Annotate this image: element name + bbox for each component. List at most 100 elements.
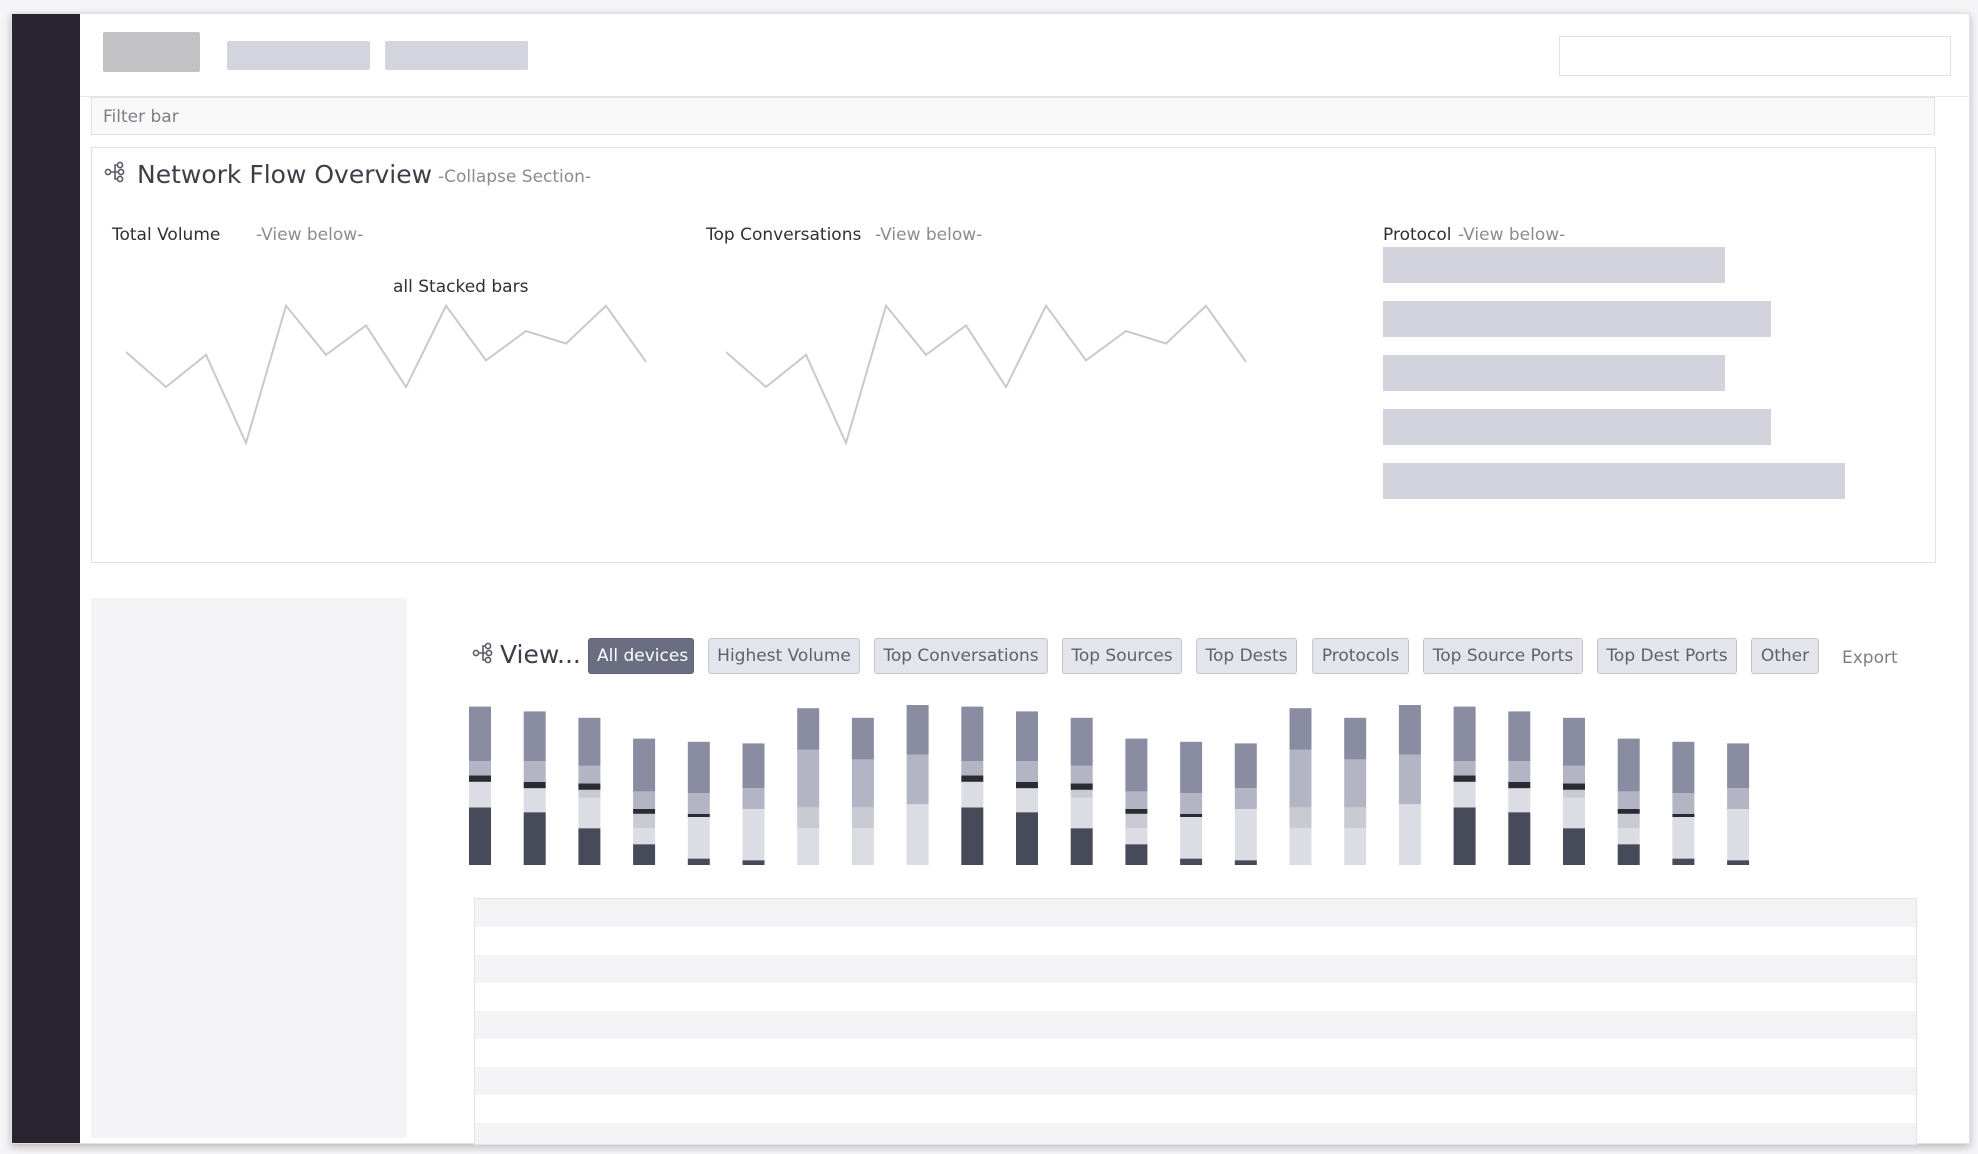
- stacked-bar-segment[interactable]: [469, 781, 491, 808]
- view-below-link[interactable]: -View below-: [256, 225, 364, 245]
- stacked-bar-segment[interactable]: [1180, 817, 1203, 859]
- stacked-bar-segment[interactable]: [1617, 844, 1640, 865]
- stacked-bar-segment[interactable]: [1453, 775, 1476, 782]
- stacked-bar-segment[interactable]: [961, 807, 984, 865]
- stacked-bar-segment[interactable]: [1344, 759, 1367, 808]
- stacked-bar-segment[interactable]: [1727, 860, 1750, 865]
- stacked-bar-segment[interactable]: [742, 860, 765, 865]
- stacked-bar-segment[interactable]: [1070, 789, 1093, 798]
- stacked-bar-segment[interactable]: [1508, 781, 1531, 789]
- stacked-bar-segment[interactable]: [523, 761, 546, 782]
- stacked-bar-segment[interactable]: [1563, 765, 1585, 784]
- stacked-bar-segment[interactable]: [1672, 793, 1695, 814]
- stacked-bar-segment[interactable]: [1070, 797, 1093, 829]
- stacked-bar-segment[interactable]: [1672, 817, 1695, 859]
- stacked-bar-segment[interactable]: [633, 813, 656, 829]
- view-below-link[interactable]: -View below-: [875, 225, 983, 245]
- tab-all-devices[interactable]: All devices: [588, 638, 694, 674]
- stacked-bar-segment[interactable]: [1125, 809, 1148, 814]
- stacked-bar-segment[interactable]: [851, 828, 874, 865]
- collapse-section-link[interactable]: -Collapse Section-: [438, 167, 592, 187]
- stacked-bar-segment[interactable]: [1398, 705, 1421, 755]
- stacked-bar-segment[interactable]: [1563, 797, 1585, 829]
- stacked-bar-segment[interactable]: [1727, 788, 1750, 809]
- stacked-bar-segment[interactable]: [1453, 781, 1476, 808]
- stacked-bar-segment[interactable]: [1617, 828, 1640, 845]
- stacked-bar-segment[interactable]: [1070, 717, 1093, 766]
- stacked-bar-segment[interactable]: [1508, 761, 1531, 782]
- stacked-bar-segment[interactable]: [1125, 828, 1148, 845]
- stacked-bar-segment[interactable]: [1617, 809, 1640, 814]
- stacked-bar-segment[interactable]: [742, 788, 765, 809]
- stacked-bar-segment[interactable]: [1180, 858, 1203, 865]
- stacked-bar-segment[interactable]: [523, 812, 546, 865]
- stacked-bar-segment[interactable]: [523, 788, 546, 813]
- stacked-bar-segment[interactable]: [1672, 741, 1695, 793]
- stacked-bar-segment[interactable]: [469, 775, 491, 782]
- stacked-bar-segment[interactable]: [1617, 813, 1640, 829]
- stacked-bar-segment[interactable]: [1508, 711, 1531, 761]
- stacked-bar-segment[interactable]: [1180, 793, 1203, 814]
- stacked-bar-segment[interactable]: [906, 705, 929, 755]
- stacked-bar-segment[interactable]: [469, 807, 491, 865]
- stacked-bar-segment[interactable]: [687, 813, 710, 817]
- stacked-bar-segment[interactable]: [1563, 789, 1585, 798]
- table-row[interactable]: [475, 1095, 1916, 1123]
- stacked-bar-segment[interactable]: [961, 775, 984, 782]
- stacked-bar-segment[interactable]: [469, 706, 491, 761]
- stacked-bar-segment[interactable]: [1125, 791, 1148, 809]
- tab-highest-volume[interactable]: Highest Volume: [708, 638, 860, 674]
- stacked-bar-segment[interactable]: [1289, 807, 1312, 829]
- stacked-bar-segment[interactable]: [961, 761, 984, 776]
- stacked-bar-segment[interactable]: [1508, 788, 1531, 813]
- export-link[interactable]: Export: [1842, 648, 1898, 668]
- stacked-bar-segment[interactable]: [1016, 781, 1038, 789]
- stacked-bar-segment[interactable]: [687, 817, 710, 859]
- nav-item-placeholder[interactable]: [385, 41, 528, 70]
- stacked-bar-segment[interactable]: [633, 844, 656, 865]
- filter-bar[interactable]: Filter bar: [91, 97, 1935, 135]
- tab-top-dest-ports[interactable]: Top Dest Ports: [1597, 638, 1737, 674]
- stacked-bar-segment[interactable]: [1234, 860, 1257, 865]
- stacked-bar-segment[interactable]: [1727, 743, 1750, 789]
- stacked-bar-segment[interactable]: [1672, 858, 1695, 865]
- stacked-bar-segment[interactable]: [469, 761, 491, 776]
- stacked-bar-segment[interactable]: [1563, 783, 1585, 790]
- stacked-bar-segment[interactable]: [523, 781, 546, 789]
- tab-top-source-ports[interactable]: Top Source Ports: [1423, 638, 1583, 674]
- table-row[interactable]: [475, 927, 1916, 955]
- stacked-bar-segment[interactable]: [687, 793, 710, 814]
- table-row[interactable]: [475, 983, 1916, 1011]
- stacked-bar-segment[interactable]: [1508, 812, 1531, 865]
- table-row[interactable]: [475, 1039, 1916, 1067]
- stacked-bar-segment[interactable]: [742, 743, 765, 789]
- stacked-bar-segment[interactable]: [1180, 741, 1203, 793]
- stacked-bar-segment[interactable]: [1289, 828, 1312, 865]
- stacked-bar-segment[interactable]: [1125, 844, 1148, 865]
- stacked-bar-segment[interactable]: [578, 783, 601, 790]
- stacked-bar-segment[interactable]: [1727, 809, 1750, 861]
- stacked-bar-segment[interactable]: [1125, 813, 1148, 829]
- stacked-bar-segment[interactable]: [1289, 708, 1312, 750]
- stacked-bar-segment[interactable]: [1398, 804, 1421, 865]
- stacked-bar-segment[interactable]: [1453, 807, 1476, 865]
- stacked-bar-segment[interactable]: [578, 797, 601, 829]
- stacked-bar-segment[interactable]: [1125, 738, 1148, 792]
- protocol-bar[interactable]: [1383, 355, 1725, 391]
- stacked-bar-segment[interactable]: [1672, 813, 1695, 817]
- view-below-link[interactable]: -View below-: [1458, 225, 1566, 245]
- sidebar[interactable]: [12, 14, 80, 1143]
- stacked-bar-segment[interactable]: [633, 791, 656, 809]
- tab-top-conversations[interactable]: Top Conversations: [874, 638, 1048, 674]
- stacked-bar-segment[interactable]: [633, 828, 656, 845]
- stacked-bar-segment[interactable]: [1617, 738, 1640, 792]
- stacked-bar-segment[interactable]: [1289, 749, 1312, 808]
- stacked-bar-segment[interactable]: [1617, 791, 1640, 809]
- protocol-bar[interactable]: [1383, 463, 1845, 499]
- stacked-bar-segment[interactable]: [1070, 765, 1093, 784]
- stacked-bar-segment[interactable]: [578, 828, 601, 865]
- tab-other[interactable]: Other: [1751, 638, 1819, 674]
- stacked-bar-segment[interactable]: [578, 789, 601, 798]
- stacked-bar-segment[interactable]: [523, 711, 546, 761]
- stacked-bar-segment[interactable]: [1234, 788, 1257, 809]
